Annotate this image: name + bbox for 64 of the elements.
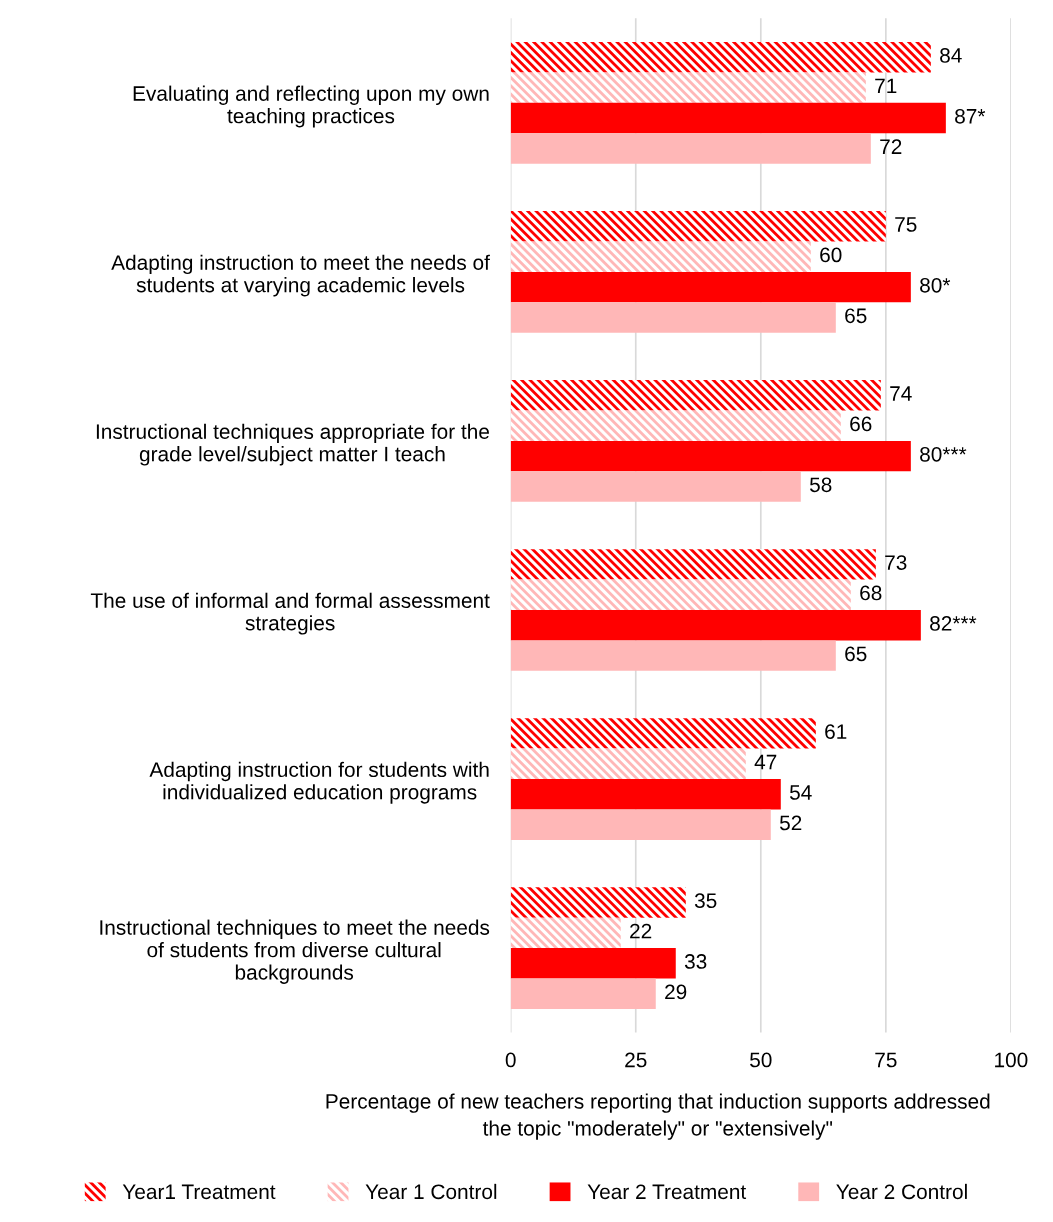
data-label: 60 [820,247,842,263]
data-label: 52 [779,815,802,831]
bar [510,640,836,671]
bar [510,102,946,134]
data-label: 33 [684,954,707,969]
bar [510,133,871,164]
data-label: 80*** [920,446,967,462]
bar [510,440,911,472]
bar [510,978,656,1009]
data-label: 29 [665,984,687,1000]
x-tick-label: 50 [750,1052,772,1068]
data-label: 61 [825,724,847,739]
y-tick-label: Adapting instruction for students with individualized education programs [149,761,489,804]
y-tick-label: Instructional techniques appropriate for the grade level/subject matter I teach [96,423,489,466]
bar [510,42,931,73]
legend-label: Year 2 Treatment [587,1184,747,1200]
y-tick-label: Adapting instruction to meet the needs of students at varying academic levels [111,254,490,297]
bar [510,380,881,411]
data-label: 66 [850,416,872,432]
bar [510,579,851,610]
bar [510,471,801,502]
bar [510,609,921,641]
x-axis-title: Percentage of new teachers reporting that induction supports addressed the topic "moderately" or "extensively" [326,1093,990,1140]
y-tick-label: The use of informal and formal assessment strategies [90,592,490,635]
data-label: 65 [845,646,867,662]
y-tick-label: Instructional techniques to meet the needs of students from diverse cultural backgrounds [100,919,490,984]
bar [510,917,621,949]
data-label: 72 [880,139,902,154]
bar [510,809,771,840]
bar [510,410,841,441]
data-label: 80* [920,277,951,293]
bar [510,302,836,333]
legend-label: Year1 Treatment [122,1184,276,1200]
x-tick-label: 75 [875,1052,897,1068]
data-label: 82*** [930,616,977,631]
data-label: 75 [895,217,917,232]
data-label: 68 [860,585,882,601]
bar [510,271,911,303]
data-label: 65 [845,308,867,324]
bar [510,887,686,918]
data-label: 73 [885,555,907,570]
data-label: 58 [809,477,832,493]
data-label: 47 [754,754,777,770]
legend-label: Year 1 Control [365,1183,497,1200]
bar [510,241,811,272]
bar [510,948,676,979]
data-label: 87* [955,108,986,124]
data-label: 54 [789,785,812,800]
data-label: 71 [875,78,897,94]
data-label: 74 [890,386,912,401]
bar [510,211,886,242]
data-label: 22 [630,923,652,939]
legend-label: Year 2 Control [836,1183,967,1200]
bar [510,779,781,810]
y-tick-label: Evaluating and reflecting upon my own teaching practices [133,85,489,128]
bar [510,72,866,103]
bar [510,748,746,780]
bar [510,549,876,580]
data-label: 35 [694,893,717,909]
x-tick-label: 25 [625,1052,647,1068]
bar [510,718,816,749]
x-tick-label: 100 [995,1052,1028,1068]
data-label: 84 [940,48,962,63]
x-tick-label: 0 [505,1052,516,1068]
